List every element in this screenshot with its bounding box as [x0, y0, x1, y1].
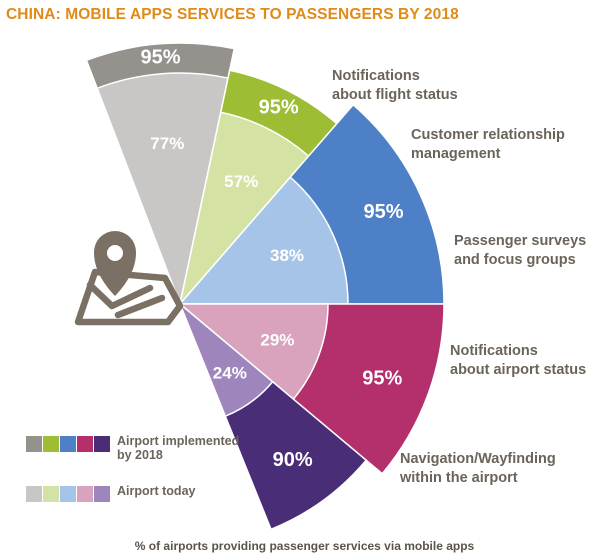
category-label-4-line2: about airport status [450, 362, 586, 378]
legend-item-today: Airport today [26, 484, 257, 502]
value-label-2018-3: 95% [363, 201, 403, 223]
category-label-5-line1: Navigation/Wayfinding [400, 451, 556, 467]
value-label-today-2: 57% [224, 172, 258, 191]
value-label-today-1: 77% [150, 134, 184, 153]
value-label-2018-4: 95% [362, 368, 402, 390]
legend-today-swatch-5 [94, 486, 110, 502]
category-label-2-line1: Customer relationship [411, 127, 565, 143]
legend-today-swatch-2 [43, 486, 59, 502]
category-label-1-line2: about flight status [332, 87, 458, 103]
legend-swatches-today [26, 486, 111, 502]
legend-2018-swatch-2 [43, 436, 59, 452]
legend-label-2018-line1: Airport implemented [117, 434, 240, 448]
value-label-2018-2: 95% [259, 96, 299, 118]
legend-today-swatch-1 [26, 486, 42, 502]
wedge-today-5 [179, 303, 274, 418]
category-label-2-line2: management [411, 146, 501, 162]
value-label-today-4: 29% [260, 330, 294, 349]
chart-caption: % of airports providing passenger servic… [134, 539, 475, 553]
category-label-3-line1: Passenger surveys [454, 233, 586, 249]
legend-label-today: Airport today [117, 484, 196, 498]
category-label-3-line2: and focus groups [454, 252, 576, 268]
wedge-today-3 [178, 176, 349, 305]
legend-2018-swatch-5 [94, 436, 110, 452]
value-label-2018-5: 90% [273, 449, 313, 471]
category-label-5-line2: within the airport [399, 470, 518, 486]
wedge-today-1 [96, 72, 229, 307]
category-label-4-line1: Notifications [450, 343, 538, 359]
legend: Airport implemented by 2018 Airport toda… [26, 434, 257, 524]
category-label-1-line1: Notifications [332, 68, 420, 84]
legend-2018-swatch-4 [77, 436, 93, 452]
value-label-2018-1: 95% [140, 46, 180, 68]
legend-2018-swatch-3 [60, 436, 76, 452]
wedge-today-4 [177, 303, 329, 401]
chart-title: CHINA: MOBILE APPS SERVICES TO PASSENGER… [6, 6, 459, 23]
legend-today-swatch-4 [77, 486, 93, 502]
map-pin-icon [74, 231, 184, 326]
legend-item-2018: Airport implemented by 2018 [26, 434, 257, 462]
value-label-today-5: 24% [213, 364, 247, 383]
value-label-today-3: 38% [270, 246, 304, 265]
legend-swatches-2018 [26, 436, 111, 452]
legend-2018-swatch-1 [26, 436, 42, 452]
legend-today-swatch-3 [60, 486, 76, 502]
legend-label-2018-line2: by 2018 [117, 448, 163, 462]
wedge-today-2 [178, 111, 310, 307]
